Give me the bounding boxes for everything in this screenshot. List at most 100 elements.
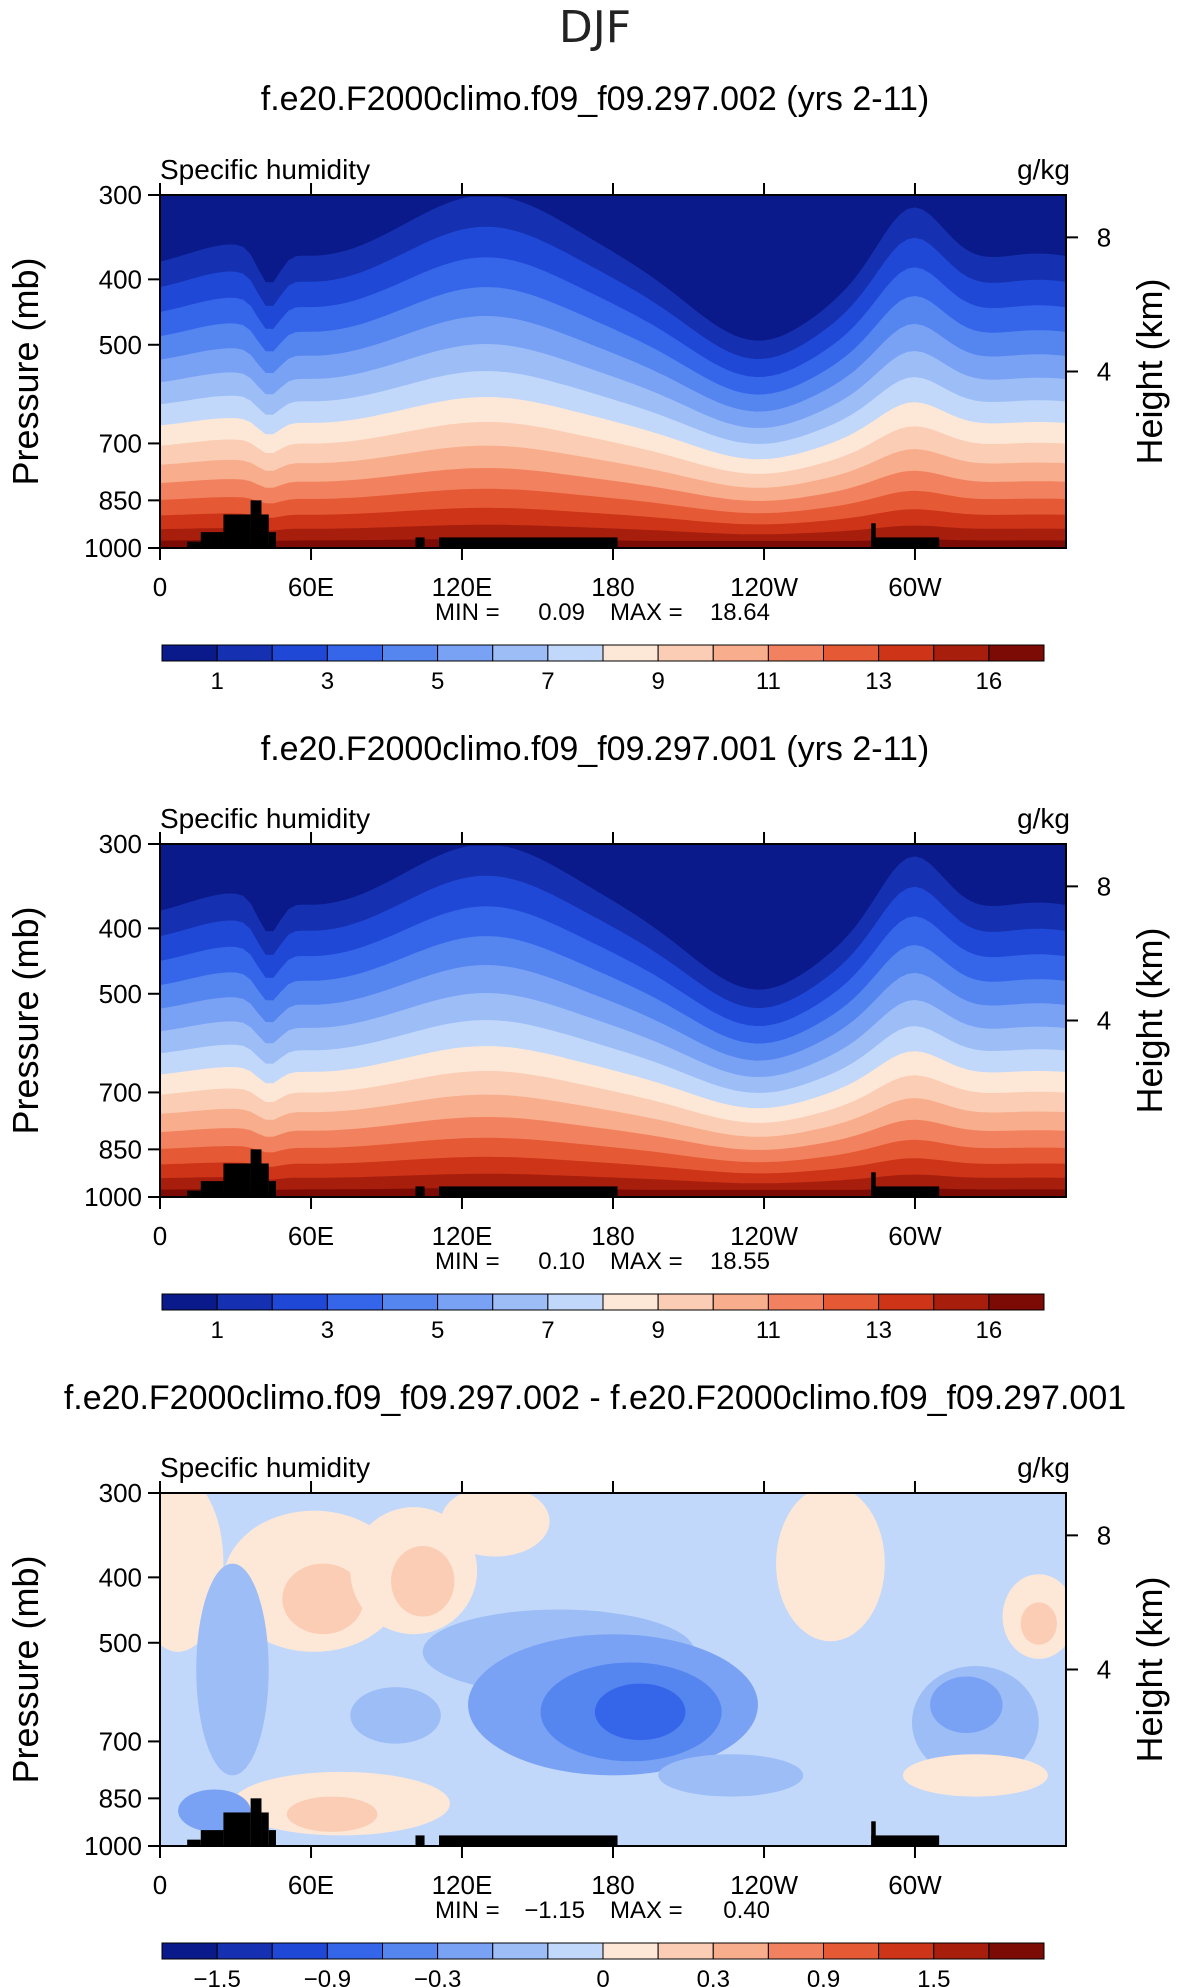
contour-region [658, 1754, 804, 1797]
colorbar-swatch [823, 1942, 880, 1960]
colorbar-label: 0.9 [807, 1966, 840, 1987]
colorbar-swatch [767, 1293, 824, 1311]
max-value: 0.40 [723, 1897, 770, 1924]
max-label: MAX = [610, 1897, 683, 1924]
y-tick-label-right: 4 [1097, 1655, 1111, 1685]
topography-block [200, 1181, 224, 1197]
y-tick-label: 500 [99, 1628, 142, 1658]
colorbar-swatch [712, 644, 769, 662]
colorbar-swatch [547, 1942, 604, 1960]
panel-title: f.e20.F2000climo.f09_f09.297.002 - f.e20… [64, 1379, 1126, 1417]
contour-region [286, 1796, 378, 1832]
topography-block [439, 537, 618, 548]
colorbar-label: 3 [321, 668, 334, 695]
topography-block [223, 1812, 251, 1846]
x-tick-label: 60W [888, 1870, 942, 1900]
x-tick-label: 120W [730, 1221, 798, 1251]
colorbar-label: −1.5 [193, 1966, 240, 1987]
colorbar-label: 16 [976, 1317, 1003, 1344]
topography-block [871, 1172, 876, 1197]
panel-difference: f.e20.F2000climo.f09_f09.297.002 - f.e20… [5, 1379, 1170, 1987]
colorbar-swatch [437, 1293, 494, 1311]
page-title: DJF [559, 2, 631, 53]
colorbar-label: 13 [865, 1317, 892, 1344]
colorbar-swatch [271, 644, 328, 662]
contour-field [160, 844, 1066, 1197]
colorbar-swatch [602, 644, 659, 662]
y-tick-label-right: 8 [1097, 871, 1111, 901]
colorbar-swatch [326, 644, 383, 662]
x-tick-label: 0 [153, 572, 167, 602]
topography-block [871, 537, 940, 548]
variable-label: Specific humidity [160, 154, 370, 185]
units-label: g/kg [1017, 803, 1070, 834]
topography-block [439, 1186, 618, 1197]
topography-block [261, 1163, 269, 1197]
colorbar-swatch [988, 1942, 1045, 1960]
topography-block [415, 1835, 425, 1846]
y-axis-title-right: Height (km) [1129, 1576, 1170, 1762]
colorbar-swatch [271, 1293, 328, 1311]
colorbar-swatch [382, 644, 439, 662]
topography-block [250, 1149, 262, 1197]
x-tick-label: 60E [288, 1221, 334, 1251]
colorbar-swatch [823, 644, 880, 662]
colorbar-label: 7 [541, 668, 554, 695]
colorbar-swatch [767, 1942, 824, 1960]
x-tick-label: 120E [432, 572, 493, 602]
colorbar-swatch [547, 1293, 604, 1311]
y-tick-label: 300 [99, 1478, 142, 1508]
colorbar-label: 0.3 [697, 1966, 730, 1987]
colorbar-swatch [161, 1293, 218, 1311]
colorbar-label: 5 [431, 668, 444, 695]
contour-region [282, 1563, 364, 1635]
topography-block [871, 1186, 940, 1197]
y-tick-label: 1000 [84, 533, 142, 563]
colorbar-swatch [161, 644, 218, 662]
max-value: 18.55 [710, 1248, 770, 1275]
y-axis-title: Pressure (mb) [5, 906, 46, 1134]
y-tick-label-right: 4 [1097, 357, 1111, 387]
x-tick-label: 120E [432, 1870, 493, 1900]
colorbar-swatch [657, 1293, 714, 1311]
colorbar-swatch [602, 1942, 659, 1960]
contour-field [160, 1493, 1066, 1846]
colorbar-label: 0 [596, 1966, 609, 1987]
colorbar: −1.5 −0.9 −0.3 0 0.3 0.9 1.5 [161, 1942, 1045, 1987]
colorbar-swatch [326, 1942, 383, 1960]
colorbar-label: 9 [651, 668, 664, 695]
x-tick-label: 120W [730, 572, 798, 602]
y-tick-label: 500 [99, 979, 142, 1009]
y-tick-label: 400 [99, 1562, 142, 1592]
y-tick-label: 1000 [84, 1182, 142, 1212]
colorbar-swatch [492, 1293, 549, 1311]
colorbar-swatch [712, 1293, 769, 1311]
y-tick-label: 700 [99, 1077, 142, 1107]
contour-region [776, 1493, 885, 1642]
colorbar-swatch [161, 1942, 218, 1960]
colorbar-swatch [933, 644, 990, 662]
y-axis-title-right: Height (km) [1129, 927, 1170, 1113]
contour-region [391, 1545, 455, 1617]
contour-region [440, 1493, 550, 1557]
colorbar-label: 9 [651, 1317, 664, 1344]
y-tick-label: 1000 [84, 1831, 142, 1861]
colorbar: 1 3 5 7 9 11 13 16 [161, 1293, 1045, 1344]
colorbar-swatch [712, 1942, 769, 1960]
contour-region [902, 1754, 1048, 1797]
y-tick-label: 700 [99, 1726, 142, 1756]
contour-region [1020, 1602, 1057, 1645]
topography-block [250, 1798, 262, 1846]
min-label: MIN = [435, 1248, 500, 1275]
y-tick-label: 850 [99, 1134, 142, 1164]
y-tick-label: 500 [99, 330, 142, 360]
y-tick-label-right: 8 [1097, 1520, 1111, 1550]
colorbar-swatch [878, 644, 935, 662]
topography-block [268, 532, 276, 548]
x-tick-label: 60E [288, 1870, 334, 1900]
y-tick-label: 400 [99, 913, 142, 943]
contour-region [930, 1676, 1003, 1734]
colorbar-label: 7 [541, 1317, 554, 1344]
x-tick-label: 0 [153, 1870, 167, 1900]
